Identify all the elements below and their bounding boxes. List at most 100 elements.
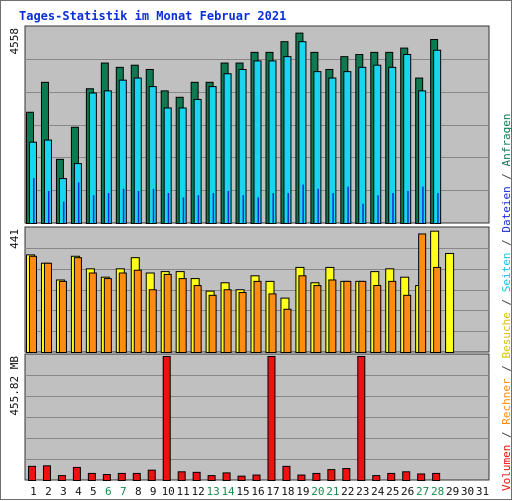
bar-rechner-day-19 [298,275,307,353]
bar-rechner-day-14 [223,289,232,354]
x-tick-label: 28 [431,485,444,498]
bar-rechner-day-15 [238,292,247,354]
bar-seiten-day-26 [403,54,412,224]
x-tick-label: 9 [150,485,157,498]
bar-volumen-day-12 [192,471,201,482]
legend-volumen: Volumen [500,444,512,491]
x-tick-label: 5 [90,485,97,498]
bar-dateien-day-19 [302,184,304,223]
x-tick-label: 21 [326,485,339,498]
x-tick-label: 2 [45,485,52,498]
bar-rechner-day-3 [58,280,67,354]
bar-seiten-day-22 [343,71,352,224]
x-tick-label: 24 [371,485,385,498]
bar-dateien-day-18 [287,193,289,223]
bar-dateien-day-22 [347,186,349,223]
legend-sep-1: / [500,424,512,445]
bar-dateien-day-3 [62,201,65,223]
legend-anfragen: Anfragen [500,113,512,167]
bar-volumen-day-8 [132,472,141,481]
bar-volumen-day-3 [57,475,66,482]
x-tick-label: 12 [192,485,205,498]
x-tick-label: 18 [281,485,294,498]
x-tick-label: 19 [296,485,309,498]
bar-rechner-day-2 [43,262,52,353]
x-tick-label: 4 [75,485,82,498]
bar-rechner-day-23 [358,280,367,354]
bar-volumen-day-23 [357,356,366,481]
bar-dateien-day-23 [362,203,364,223]
bar-seiten-day-5 [88,92,97,224]
bar-dateien-day-28 [437,193,439,223]
bar-volumen-day-24 [372,475,381,482]
middle-ymax-label: 441 [8,229,21,249]
bar-seiten-day-19 [298,41,307,224]
bar-rechner-day-7 [118,272,127,353]
x-tick-label: 6 [105,485,112,498]
bar-seiten-day-2 [43,139,52,225]
bar-volumen-day-26 [402,471,411,481]
bar-seiten-day-3 [58,178,67,224]
bar-seiten-day-17 [268,60,277,224]
legend-besuche: Besuche [500,312,512,359]
bar-rechner-day-26 [403,294,412,353]
x-tick-label: 22 [341,485,354,498]
x-tick-label: 14 [221,485,235,498]
bar-volumen-day-17 [267,356,276,481]
bar-dateien-day-13 [212,193,215,223]
x-tick-label: 8 [135,485,142,498]
x-tick-label: 3 [60,485,67,498]
bar-seiten-day-18 [283,56,292,225]
bar-seiten-day-14 [223,73,232,224]
x-tick-label: 26 [401,485,414,498]
bar-rechner-day-16 [253,280,262,354]
bar-volumen-day-14 [222,472,231,482]
legend-dateien: Dateien [500,186,512,233]
bar-rechner-day-22 [343,280,352,354]
bar-dateien-day-8 [137,190,140,223]
bar-dateien-day-2 [47,190,50,223]
bar-volumen-day-7 [117,472,126,481]
x-tick-label: 30 [461,485,474,498]
x-tick-label: 23 [356,485,369,498]
bar-rechner-day-20 [313,285,322,353]
bar-volumen-day-25 [387,472,396,481]
top-ymax-label: 4558 [8,28,21,55]
bar-volumen-day-6 [102,474,111,481]
bar-dateien-day-9 [152,188,155,223]
bar-seiten-day-15 [238,68,247,225]
bottom-ymax-label: 455.82 MB [8,356,21,416]
x-tick-label: 31 [476,485,489,498]
bar-rechner-day-1 [29,255,37,353]
legend-rechner: Rechner [500,378,512,425]
bar-rechner-day-18 [283,308,292,353]
x-tick-label: 11 [177,485,190,498]
bar-volumen-day-22 [342,468,351,482]
bar-seiten-day-12 [193,98,202,224]
legend-sep-5: / [500,166,512,187]
bar-rechner-day-24 [373,285,382,353]
bar-seiten-day-24 [373,64,382,224]
bar-seiten-day-20 [313,71,322,224]
x-tick-label: 10 [162,485,175,498]
bar-dateien-day-12 [197,195,200,223]
bar-rechner-day-25 [388,280,397,354]
x-tick-label: 17 [266,485,279,498]
legend: Volumen / Rechner / Besuche / Seiten / D… [490,113,512,496]
bar-seiten-day-9 [148,86,157,224]
bar-rechner-day-13 [208,294,217,353]
bar-volumen-day-16 [252,474,261,482]
x-tick-label: 13 [206,485,219,498]
legend-seiten: Seiten [500,252,512,293]
bar-dateien-day-27 [422,186,424,223]
bar-dateien-day-1 [33,178,35,223]
x-tick-label: 7 [120,485,127,498]
bar-volumen-day-28 [432,472,441,481]
bar-seiten-day-28 [433,49,442,224]
bar-seiten-day-23 [358,66,367,225]
bar-rechner-day-11 [178,278,187,354]
bar-volumen-day-5 [87,472,96,481]
bar-volumen-day-18 [282,465,291,481]
bar-seiten-day-21 [328,77,337,225]
